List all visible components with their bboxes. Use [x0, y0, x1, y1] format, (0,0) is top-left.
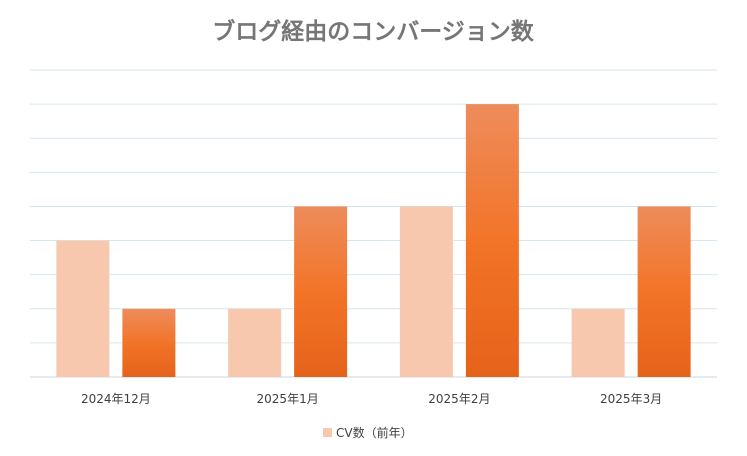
x-axis-ticks: 2024年12月 2025年1月 2025年2月 2025年3月	[81, 392, 662, 406]
x-tick-label: 2024年12月	[81, 392, 151, 406]
bar-series-2	[294, 206, 348, 377]
legend: CV数（前年）	[323, 425, 413, 440]
x-tick-label: 2025年1月	[257, 392, 319, 406]
legend-label: CV数（前年）	[336, 425, 413, 440]
bar-series-2	[465, 104, 519, 377]
chart-title: ブログ経由のコンバージョン数	[212, 18, 535, 45]
bar-series-2	[122, 308, 176, 377]
bar-previous-year	[571, 308, 625, 377]
bar-series-2	[637, 206, 691, 377]
x-tick-label: 2025年2月	[428, 392, 490, 406]
bar-previous-year	[228, 308, 282, 377]
bar-previous-year	[399, 206, 453, 377]
bars	[56, 104, 691, 377]
x-tick-label: 2025年3月	[600, 392, 662, 406]
bar-previous-year	[56, 240, 110, 377]
legend-swatch	[323, 428, 332, 437]
